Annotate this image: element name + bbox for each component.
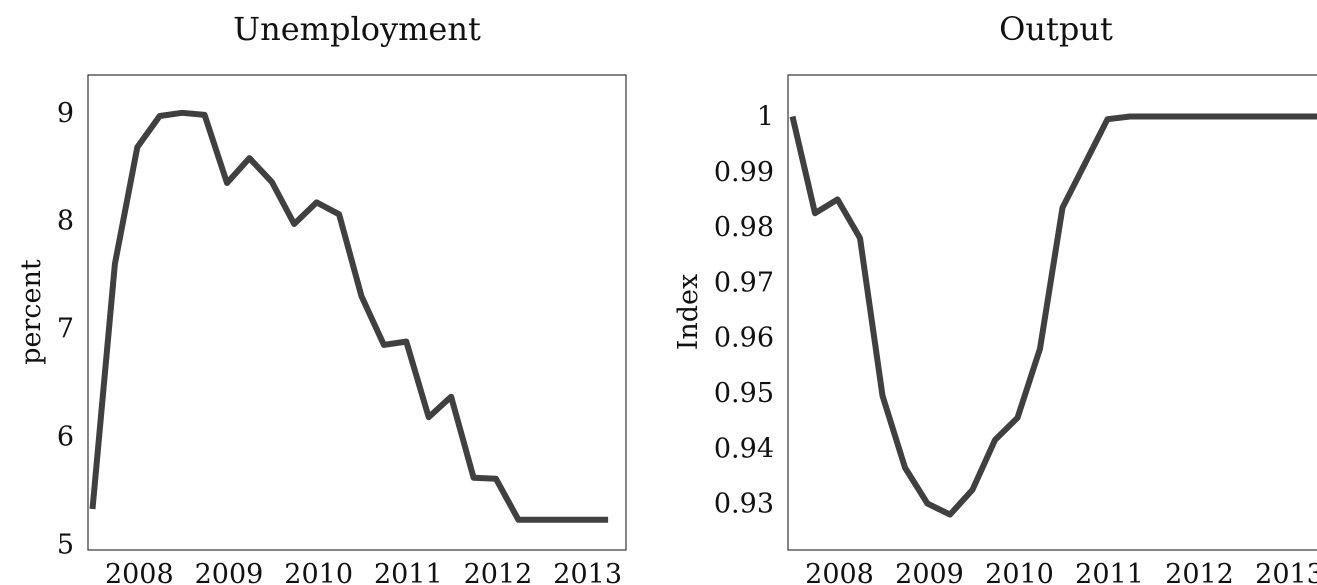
unemployment-y-tick-label: 7 [57, 314, 74, 345]
output-plot-frame [787, 74, 1317, 551]
unemployment-panel: Unemployment percent 5 6 7 8 9 2008 2009 2010 20… [16, 10, 627, 585]
unemployment-x-tick-label: 2009 [195, 559, 264, 585]
output-series [789, 113, 1317, 518]
output-y-tick-label: 0.97 [714, 267, 774, 298]
output-x-tick-label: 2012 [1165, 559, 1234, 585]
unemployment-y-tick-label: 6 [57, 422, 74, 453]
output-series-line [789, 113, 1317, 518]
unemployment-x-tick-label: 2013 [553, 559, 622, 585]
output-x-tick-label: 2008 [805, 559, 874, 585]
output-y-axis-label: Index [673, 274, 704, 351]
output-x-tick-label: 2013 [1255, 559, 1317, 585]
output-x-tick-label: 2010 [985, 559, 1054, 585]
output-y-tick-label: 0.96 [714, 323, 774, 354]
unemployment-y-tick-label: 5 [57, 530, 74, 561]
output-x-tick-label: 2011 [1075, 559, 1144, 585]
output-panel: Output Index 0.930.940.950.960.970.980.9… [673, 10, 1317, 585]
unemployment-x-tick-label: 2008 [105, 559, 174, 585]
unemployment-y-tick-label: 9 [57, 98, 74, 129]
output-y-tick-label: 0.99 [714, 157, 774, 188]
unemployment-plot-frame [87, 74, 627, 551]
output-y-tick-label: 1 [757, 101, 774, 132]
output-y-tick-label: 0.98 [714, 212, 774, 243]
output-chart-title: Output [999, 10, 1113, 48]
unemployment-x-tick-label: 2011 [374, 559, 443, 585]
unemployment-x-tick-label: 2010 [284, 559, 353, 585]
unemployment-x-tick-label: 2012 [464, 559, 533, 585]
output-y-tick-label: 0.93 [714, 489, 774, 520]
output-tick-labels: 0.93 0.94 0.95 0.96 0.97 0.98 0.99 1 2008 2009 201… [714, 101, 1317, 585]
unemployment-series [89, 109, 609, 523]
output-y-tick-label: 0.94 [714, 433, 774, 464]
unemployment-series-line [89, 109, 609, 523]
output-x-tick-label: 2009 [895, 559, 964, 585]
unemployment-tick-labels: 5 6 7 8 9 2008 2009 2010 2011 2012 2013 [57, 98, 622, 585]
unemployment-y-axis-label: percent [16, 259, 47, 365]
output-y-tick-label: 0.95 [714, 378, 774, 409]
unemployment-chart-title: Unemployment [233, 10, 481, 48]
unemployment-y-tick-label: 8 [57, 206, 74, 237]
